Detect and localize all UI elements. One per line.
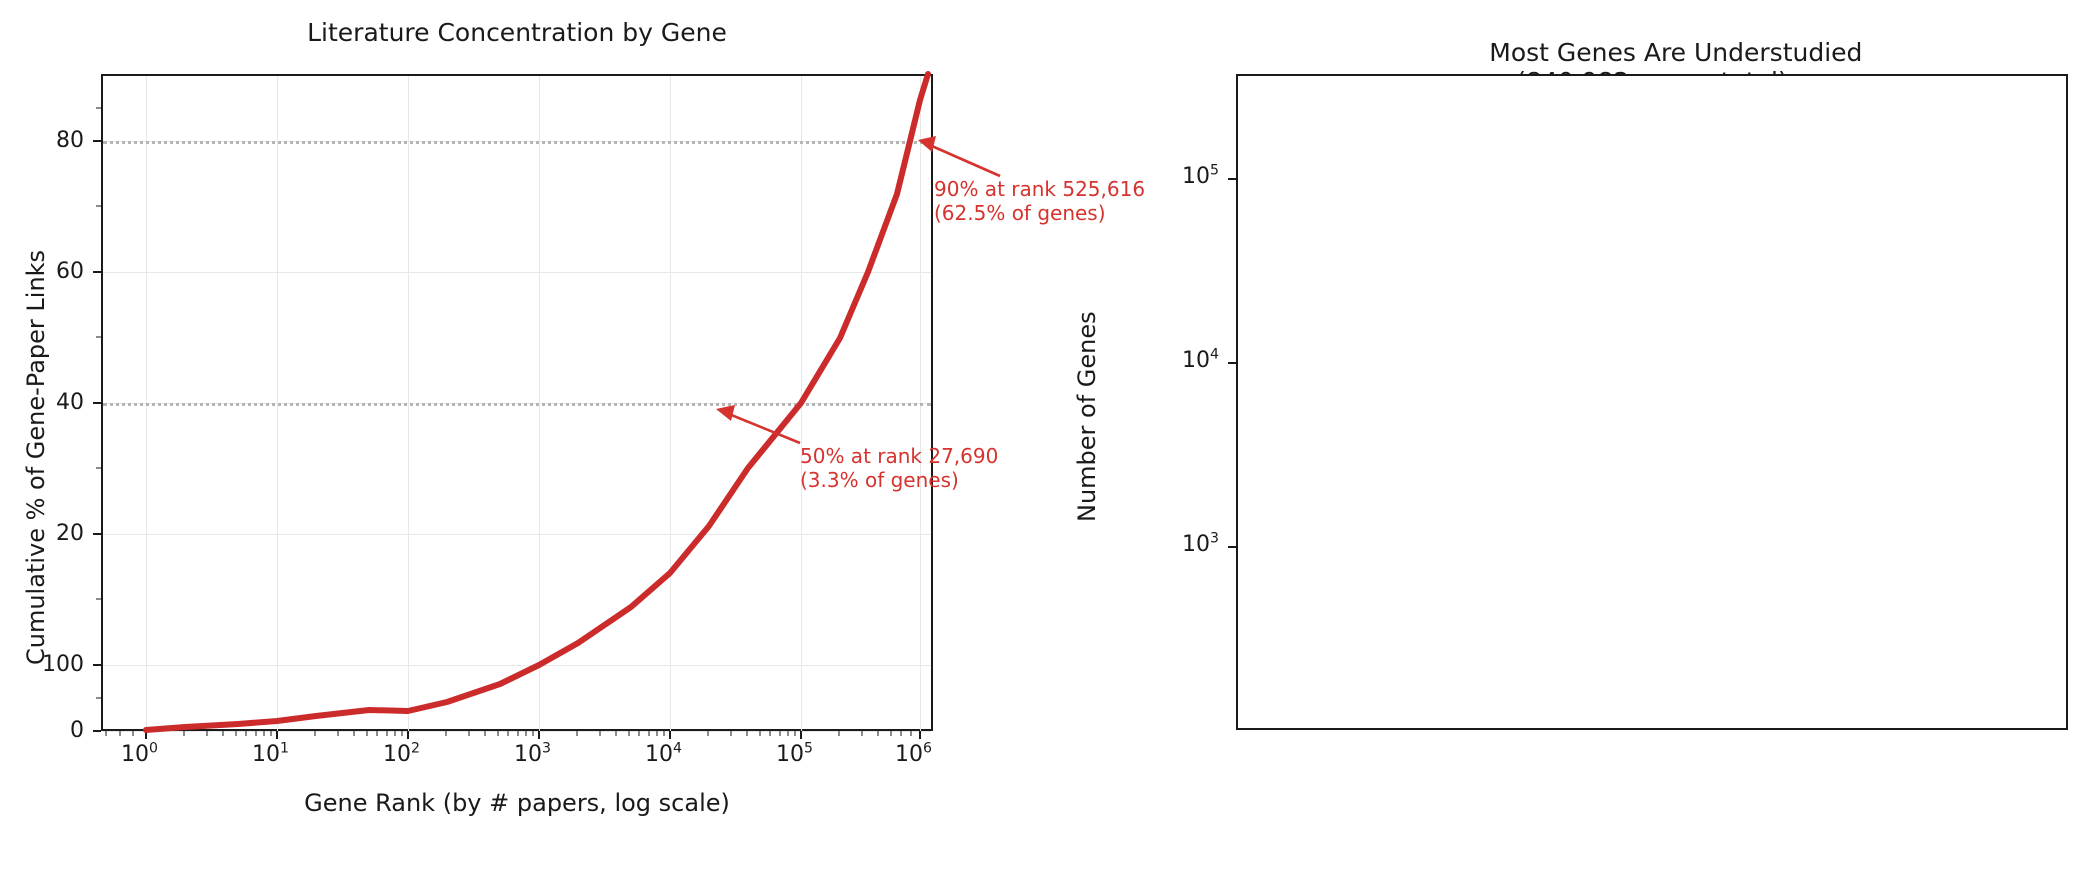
xtick-label: 104 [645, 742, 682, 767]
ytick-mark [93, 271, 101, 273]
xtick-mark [669, 731, 671, 739]
xtick-label-exponent: 3 [542, 740, 551, 757]
ytick-label: 20 [56, 521, 84, 546]
gridline-h [103, 665, 931, 666]
xtick-label-exponent: 5 [804, 740, 813, 757]
right-plot-area [1236, 74, 2068, 730]
xtick-label-exponent: 2 [411, 740, 420, 757]
xtick-label-base: 10 [121, 742, 149, 767]
left-y-axis-label: Cumulative % of Gene-Paper Links [22, 249, 50, 665]
xtick-label: 102 [383, 742, 420, 767]
ytick-mark [93, 664, 101, 666]
xtick-mark [276, 731, 278, 739]
ytick-label-exponent: 3 [1210, 530, 1219, 547]
xtick-label-exponent: 4 [673, 740, 682, 757]
ytick-mark [1228, 546, 1236, 548]
ytick-mark [1228, 362, 1236, 364]
xtick-label: 100 [121, 742, 158, 767]
xtick-label-exponent: 6 [923, 740, 932, 757]
xtick-label: 101 [252, 742, 289, 767]
ytick-label: 80 [56, 128, 84, 153]
ytick-mark [1228, 178, 1236, 180]
ytick-label: 104 [1111, 348, 1219, 373]
panel-genes-distribution: Most Genes Are Understudied(840,982 gene… [1041, 0, 2082, 879]
ytick-mark [93, 402, 101, 404]
annotation-50-line2: (3.3% of genes) [800, 468, 959, 493]
xtick-label-base: 10 [776, 742, 804, 767]
xtick-label-base: 10 [645, 742, 673, 767]
left-x-axis-label: Gene Rank (by # papers, log scale) [304, 789, 730, 817]
threshold-line-90 [103, 141, 931, 144]
ytick-label-base: 10 [1182, 164, 1211, 189]
xtick-label-base: 10 [895, 742, 923, 767]
ytick-label-base: 10 [1182, 532, 1211, 557]
annotation-90-line2: (62.5% of genes) [934, 201, 1106, 226]
right-y-axis-label: Number of Genes [1073, 311, 1101, 522]
annotation-50-text: 50% at rank 27,690 (3.3% of genes) [800, 444, 998, 493]
xtick-label-exponent: 0 [149, 740, 158, 757]
ytick-label: 60 [56, 259, 84, 284]
xtick-mark [538, 731, 540, 739]
gridline-h [103, 731, 931, 732]
annotation-50-line1: 50% at rank 27,690 [800, 444, 999, 468]
ytick-mark [93, 533, 101, 535]
right-chart-title-line1: Most Genes Are Understudied [1489, 37, 1863, 67]
ytick-label-exponent: 4 [1210, 346, 1219, 363]
xtick-mark [800, 731, 802, 739]
xtick-mark [919, 731, 921, 739]
xtick-label-base: 10 [252, 742, 280, 767]
xtick-label: 103 [514, 742, 551, 767]
ytick-mark [93, 140, 101, 142]
ytick-label: 40 [56, 390, 84, 415]
gridline-h [103, 534, 931, 535]
annotation-90-text: 90% at rank 525,616 (62.5% of genes) [934, 177, 1145, 226]
ytick-label-exponent: 5 [1210, 162, 1219, 179]
xtick-label: 106 [895, 742, 932, 767]
xtick-label-exponent: 1 [280, 740, 289, 757]
xtick-label: 105 [776, 742, 813, 767]
xtick-label-base: 10 [514, 742, 542, 767]
xtick-mark [145, 731, 147, 739]
annotation-90-arrow [924, 141, 1001, 178]
ytick-label: 103 [1111, 532, 1219, 557]
gridline-h [103, 272, 931, 273]
panel-literature-concentration: Literature Concentration by Gene 0 20 40… [22, 18, 1145, 817]
ytick-label: 0 [70, 718, 84, 743]
annotation-90-line1: 90% at rank 525,616 [934, 177, 1146, 201]
xtick-mark [407, 731, 409, 739]
ytick-label: 100 [42, 652, 84, 677]
ytick-label-base: 10 [1182, 348, 1211, 373]
left-chart-title: Literature Concentration by Gene [307, 18, 727, 47]
threshold-line-50 [103, 403, 931, 406]
ytick-label: 105 [1111, 164, 1219, 189]
xtick-label-base: 10 [383, 742, 411, 767]
ytick-mark [93, 730, 101, 732]
